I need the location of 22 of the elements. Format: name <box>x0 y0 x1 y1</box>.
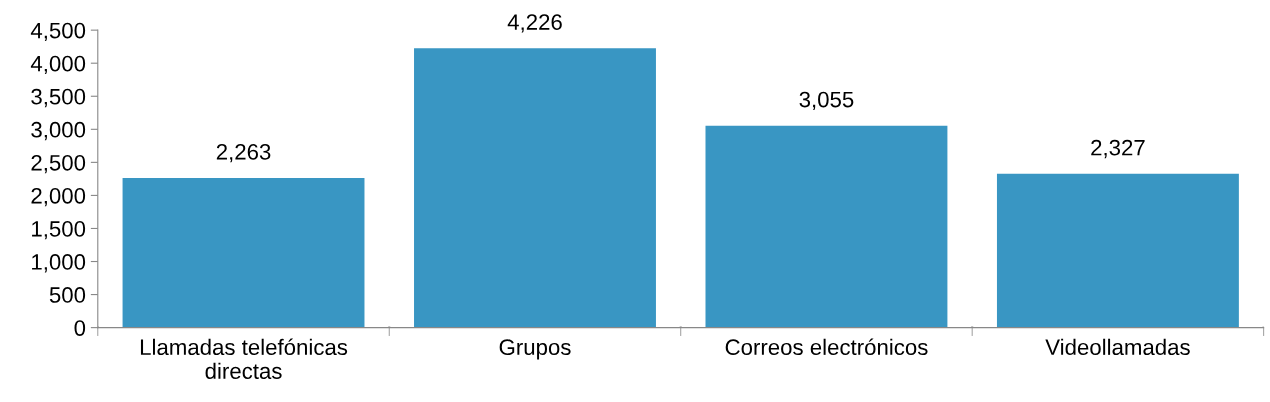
y-tick-label: 3,500 <box>31 88 86 108</box>
data-label: 3,055 <box>799 91 854 111</box>
bar <box>414 48 656 328</box>
y-tick-label: 4,000 <box>30 55 86 75</box>
y-tick-label: 4,500 <box>30 22 86 42</box>
y-tick-label: 1,000 <box>32 254 86 273</box>
y-tick-label: 2,500 <box>31 154 86 174</box>
y-tick-label: 2,000 <box>31 187 86 207</box>
y-tick-label: 1,500 <box>32 221 86 240</box>
y-tick-label: 0 <box>74 320 86 336</box>
data-label: 4,226 <box>507 14 562 33</box>
x-tick-label: Videollamadas <box>1045 338 1190 356</box>
data-label: 2,263 <box>216 144 271 163</box>
y-tick-label: 3,000 <box>31 121 86 141</box>
data-label: 2,327 <box>1091 139 1145 159</box>
bar <box>122 178 365 328</box>
x-tick-label: Grupos <box>499 339 571 360</box>
x-tick-label: Llamadas telefónicas directas <box>140 338 348 379</box>
bar <box>705 125 948 328</box>
x-tick-label: Correos electrónicos <box>725 338 928 356</box>
y-tick-label: 500 <box>49 287 86 303</box>
bar <box>996 173 1239 328</box>
